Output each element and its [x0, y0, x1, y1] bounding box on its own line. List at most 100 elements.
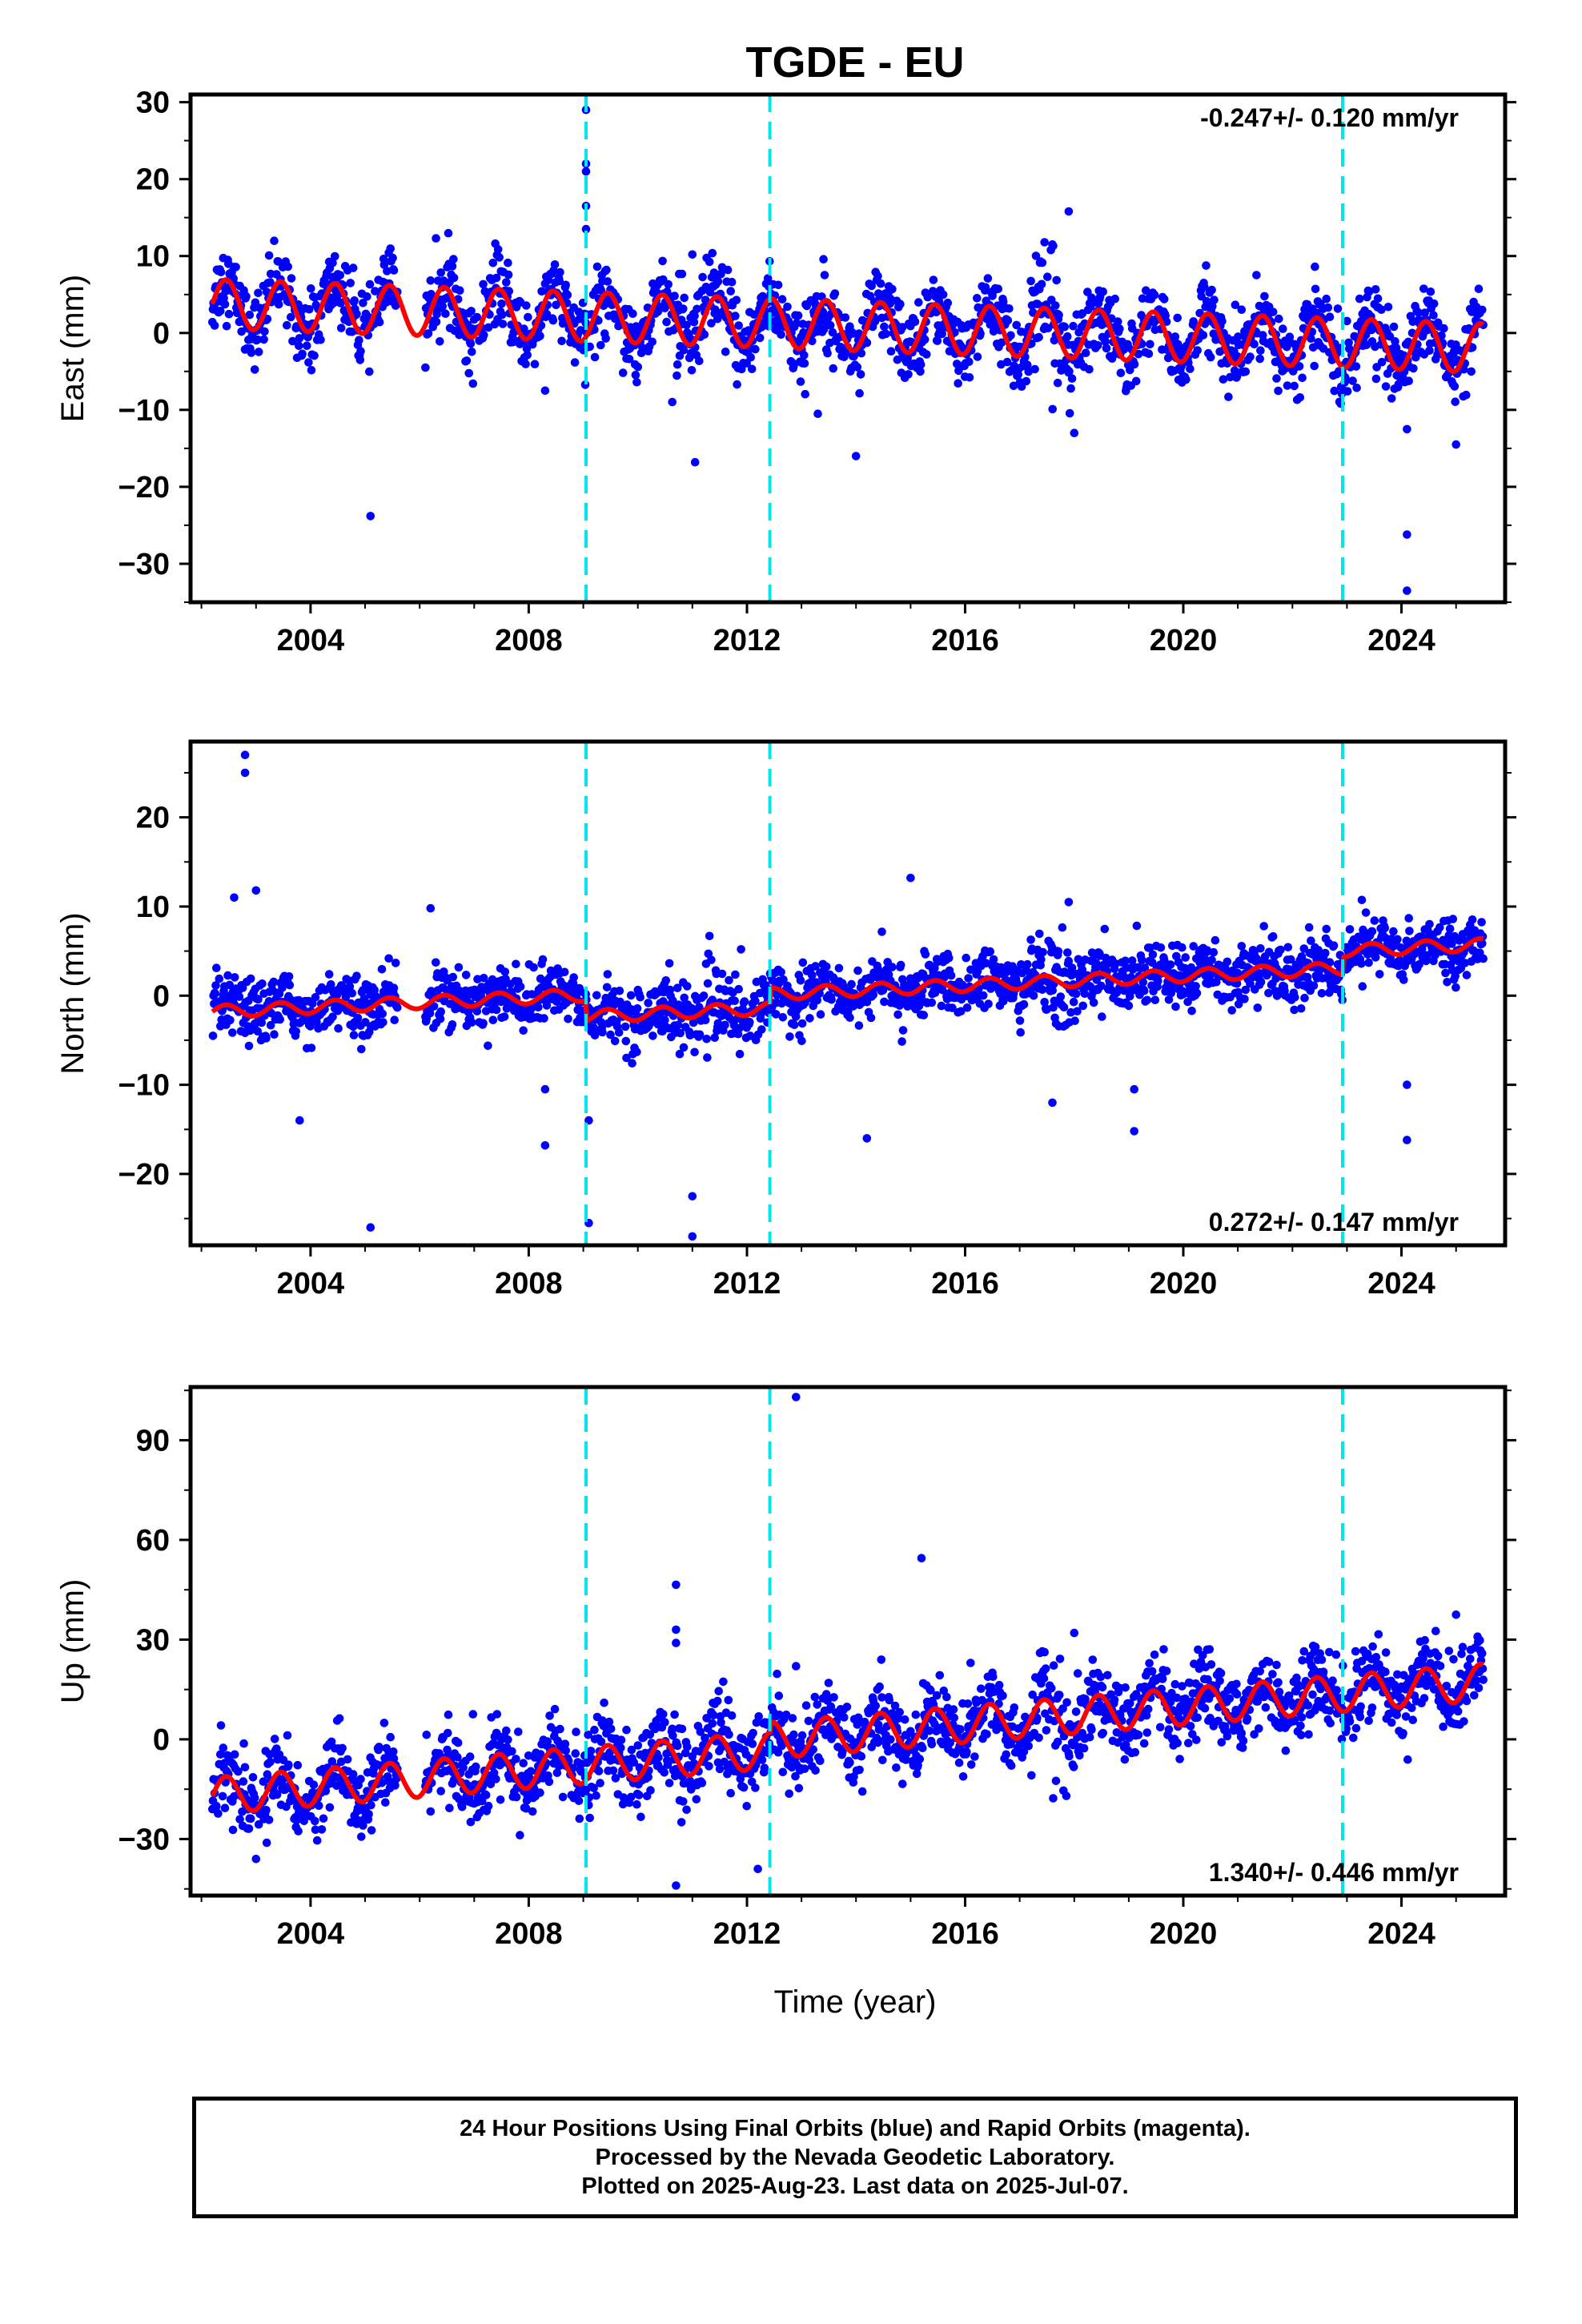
north-data-point: [379, 1018, 387, 1027]
north-x-tick-label: 2004: [277, 1267, 345, 1301]
up-data-point: [389, 1747, 398, 1756]
east-data-point: [448, 262, 457, 271]
north-outlier-point: [1130, 1084, 1138, 1094]
north-data-point: [745, 1017, 754, 1027]
east-data-point: [746, 352, 755, 362]
up-data-point: [444, 1710, 453, 1719]
east-data-point: [923, 292, 933, 302]
north-data-point: [1073, 1007, 1082, 1016]
north-data-point: [1166, 960, 1175, 969]
up-data-point: [492, 1775, 500, 1783]
north-data-point: [946, 971, 956, 980]
east-data-point: [1009, 381, 1018, 391]
east-data-point: [328, 259, 337, 267]
north-data-point: [246, 974, 255, 983]
north-data-point: [349, 1031, 359, 1039]
north-data-point: [436, 1015, 445, 1023]
east-data-point: [464, 368, 473, 378]
north-data-point: [1256, 944, 1265, 953]
north-data-point: [1460, 959, 1470, 967]
up-data-point: [654, 1753, 663, 1762]
north-data-point: [1309, 981, 1319, 991]
east-data-point: [904, 370, 913, 379]
east-data-point: [1219, 375, 1228, 384]
east-data-point: [747, 364, 757, 374]
north-data-point: [1477, 918, 1486, 927]
east-data-point: [723, 265, 733, 275]
north-data-point: [734, 984, 743, 994]
north-data-point: [341, 992, 351, 1002]
east-data-point: [682, 320, 691, 330]
up-data-point: [309, 1780, 319, 1789]
up-data-point: [801, 1701, 811, 1710]
east-data-point: [910, 317, 920, 327]
up-data-point: [677, 1724, 687, 1734]
up-data-point: [239, 1739, 248, 1748]
north-data-point: [253, 1027, 263, 1036]
north-data-point: [620, 1022, 630, 1031]
north-data-points: [208, 750, 1488, 1241]
up-data-point: [826, 1702, 836, 1711]
north-data-point: [1435, 923, 1444, 932]
east-data-point: [1419, 284, 1428, 293]
north-data-point: [448, 972, 457, 982]
east-data-point: [713, 277, 723, 286]
east-data-point: [1002, 357, 1012, 367]
up-data-point: [696, 1727, 705, 1736]
east-data-point: [876, 279, 885, 288]
north-data-point: [1296, 1004, 1306, 1013]
north-data-point: [425, 1008, 435, 1018]
up-data-point: [484, 1801, 493, 1811]
east-data-point: [492, 273, 501, 283]
east-data-point: [1131, 376, 1141, 386]
east-data-point: [365, 279, 375, 289]
north-data-point: [1361, 908, 1371, 917]
east-data-point: [1012, 320, 1021, 330]
north-data-point: [1268, 932, 1278, 941]
east-data-point: [266, 278, 275, 287]
east-data-point: [751, 344, 760, 354]
up-data-point: [811, 1766, 820, 1775]
north-data-point: [1423, 951, 1431, 960]
east-data-point: [602, 265, 611, 275]
north-data-point: [1040, 998, 1049, 1007]
up-data-point: [512, 1792, 521, 1802]
up-data-point: [757, 1755, 767, 1764]
east-data-point: [888, 284, 897, 294]
east-data-point: [548, 316, 558, 325]
east-data-point: [537, 287, 546, 296]
north-data-point: [986, 947, 995, 956]
east-data-point: [231, 263, 240, 271]
north-data-point: [1138, 955, 1146, 965]
up-data-point: [594, 1767, 604, 1775]
north-data-point: [529, 963, 538, 972]
north-data-point: [1237, 942, 1247, 951]
east-data-point: [1411, 352, 1420, 362]
up-data-point: [293, 1760, 303, 1770]
north-data-point: [978, 991, 988, 1000]
up-data-point: [725, 1730, 733, 1739]
east-data-point: [1333, 304, 1343, 313]
up-data-point: [749, 1728, 757, 1738]
up-data-point: [611, 1774, 620, 1783]
up-data-point: [781, 1711, 791, 1719]
east-data-point: [916, 360, 926, 369]
north-data-point: [1209, 947, 1219, 957]
up-data-point: [604, 1717, 614, 1727]
north-data-point: [705, 931, 714, 941]
up-data-point: [709, 1711, 718, 1719]
east-data-points: [208, 105, 1488, 595]
north-data-point: [1468, 915, 1477, 924]
up-data-point: [785, 1789, 793, 1799]
east-outlier-point: [1452, 440, 1460, 449]
east-data-point: [914, 298, 923, 307]
north-rate-text: 0.272+/- 0.147 mm/yr: [1209, 1208, 1459, 1236]
east-data-point: [1383, 303, 1393, 312]
east-data-point: [250, 365, 259, 374]
east-data-point: [1255, 354, 1264, 364]
north-data-point: [626, 991, 636, 1000]
up-data-point: [375, 1743, 383, 1751]
east-data-point: [1311, 262, 1319, 271]
north-data-point: [1100, 924, 1110, 934]
